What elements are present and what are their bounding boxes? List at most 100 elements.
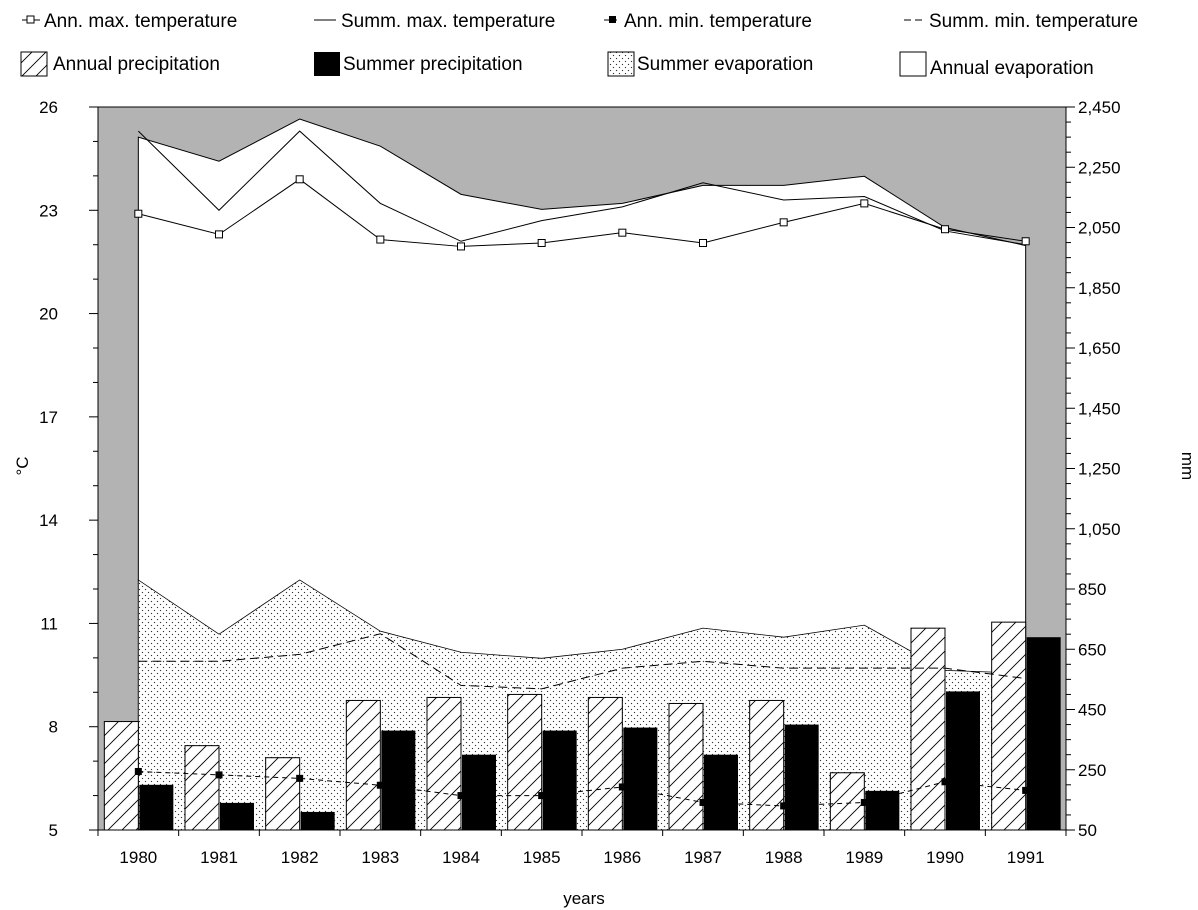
x-tick-label: 1983: [361, 848, 399, 867]
x-tick-label: 1986: [603, 848, 641, 867]
ann-min-temperature-point: [538, 792, 546, 800]
ann-max-temperature-point: [537, 238, 546, 247]
x-tick-label: 1984: [442, 848, 480, 867]
annual-precipitation-bar: [507, 693, 543, 831]
summer-precipitation-bar: [220, 802, 254, 830]
ann-min-temperature-point: [860, 798, 868, 806]
summer-precipitation-bar: [704, 754, 738, 830]
axes: 5 8 11 14 17 20 23 26 50 250 450 650 850 1,050 1,250 1,…: [39, 98, 1120, 867]
y-right-tick-label: 1,050: [1078, 520, 1121, 539]
y-right-tick-label: 1,450: [1078, 399, 1121, 418]
ann-max-temperature-point: [376, 235, 385, 244]
legend-label: Ann. min. temperature: [624, 11, 812, 32]
annual-precipitation-bar: [587, 696, 623, 831]
ann-max-temperature-point: [941, 225, 949, 234]
y-right-tick-label: 250: [1078, 761, 1106, 780]
summer-precipitation-bar: [623, 727, 658, 830]
ann-min-temperature-point: [376, 781, 384, 789]
legend-item-annual-precip: Annual precipitation: [20, 51, 220, 77]
legend-item-annual-evap: Annual evaporation: [899, 51, 1094, 79]
y-right-tick-label: 650: [1078, 640, 1106, 659]
legend-label: Summer evaporation: [637, 54, 813, 75]
y-right-tick-label: 2,450: [1078, 98, 1121, 117]
ann-max-temperature-point: [860, 199, 869, 208]
annual-precipitation-bar: [426, 696, 462, 831]
summer-precipitation-bar: [1026, 637, 1061, 830]
x-tick-label: 1989: [845, 848, 883, 867]
legend-item-ann-min-temp: Ann. min. temperature: [604, 11, 812, 32]
summer-precipitation-bar: [381, 730, 416, 830]
ann-max-temperature-line: [138, 178, 1026, 247]
legend-label: Annual precipitation: [53, 54, 220, 75]
ann-max-temperature-point: [779, 218, 788, 227]
y-axis-left-title: °C: [13, 456, 32, 475]
y-axis-right-title: mm: [1178, 452, 1197, 480]
summer-precipitation-bar: [462, 754, 496, 830]
legend-label: Ann. max. temperature: [44, 11, 237, 32]
legend-label: Summ. max. temperature: [341, 11, 555, 32]
y-left-tick-label: 23: [39, 201, 58, 220]
x-tick-label: 1980: [119, 848, 157, 867]
y-right-tick-label: 1,250: [1078, 460, 1121, 479]
annual-precipitation-bar: [749, 699, 785, 831]
annual-precipitation-bar: [910, 627, 946, 831]
summer-precipitation-bar: [946, 691, 980, 830]
y-right-tick-label: 1,850: [1078, 279, 1121, 298]
y-right-tick-label: 1,650: [1078, 339, 1121, 358]
ann-min-temperature-point: [457, 792, 465, 800]
ann-min-temperature-point: [941, 778, 949, 786]
y-left-tick-label: 11: [40, 614, 58, 633]
x-axis-title: years: [563, 889, 605, 908]
x-tick-label: 1985: [523, 848, 561, 867]
legend-label: Summer precipitation: [343, 54, 523, 75]
legend-item-summer-evap: Summer evaporation: [607, 51, 813, 77]
y-left-tick-label: 20: [39, 305, 58, 324]
y-right-tick-label: 450: [1078, 701, 1106, 720]
summer-precipitation-bar: [542, 730, 577, 830]
plot-bars: [103, 621, 1061, 831]
summer-precipitation-bar: [784, 724, 819, 830]
ann-min-temperature-line: [138, 770, 1026, 807]
ann-max-temperature-point: [699, 238, 707, 247]
annual-precipitation-bar: [829, 772, 865, 831]
ann-max-temperature-point: [295, 175, 304, 184]
legend-item-summer-precip: Summer precipitation: [314, 52, 523, 76]
ann-min-temperature-point: [780, 802, 788, 810]
ann-max-temperature-point: [134, 209, 143, 218]
ann-max-temperature-point: [1021, 237, 1030, 246]
x-tick-label: 1990: [926, 848, 964, 867]
ann-min-temperature-point: [699, 798, 707, 806]
annual-precipitation-bar: [103, 721, 139, 831]
y-right-tick-label: 2,050: [1078, 219, 1121, 238]
annual-precipitation-bar: [345, 699, 381, 831]
annual-precipitation-bar: [265, 757, 301, 831]
y-right-tick-label: 850: [1078, 580, 1106, 599]
legend-item-summ-max-temp: Summ. max. temperature: [314, 11, 555, 32]
x-tick-label: 1988: [765, 848, 803, 867]
y-right-tick-label: 2,250: [1078, 158, 1121, 177]
summer-precipitation-bar: [865, 790, 900, 830]
x-tick-label: 1987: [684, 848, 722, 867]
y-left-tick-label: 14: [39, 511, 58, 530]
y-left-tick-label: 17: [39, 408, 58, 427]
summer-precipitation-bar: [300, 811, 335, 830]
x-tick-label: 1991: [1007, 848, 1045, 867]
plot-lines: [134, 130, 1030, 810]
y-left-tick-label: 8: [49, 718, 58, 737]
ann-min-temperature-point: [296, 774, 304, 782]
x-tick-label: 1982: [281, 848, 319, 867]
legend-item-ann-max-temp: Ann. max. temperature: [22, 11, 237, 32]
annual-precipitation-bar: [668, 702, 704, 831]
ann-min-temperature-point: [215, 771, 223, 779]
ann-min-temperature-point: [1022, 786, 1030, 794]
ann-min-temperature-point: [134, 767, 142, 775]
y-left-tick-label: 26: [39, 98, 58, 117]
y-left-tick-label: 5: [49, 821, 58, 840]
legend-label: Annual evaporation: [930, 58, 1094, 79]
ann-max-temperature-point: [215, 230, 223, 239]
summ-min-temperature-line: [138, 633, 1026, 690]
ann-min-temperature-point: [618, 783, 626, 791]
y-right-tick-label: 50: [1078, 821, 1097, 840]
summ-max-temperature-line: [137, 130, 1026, 246]
